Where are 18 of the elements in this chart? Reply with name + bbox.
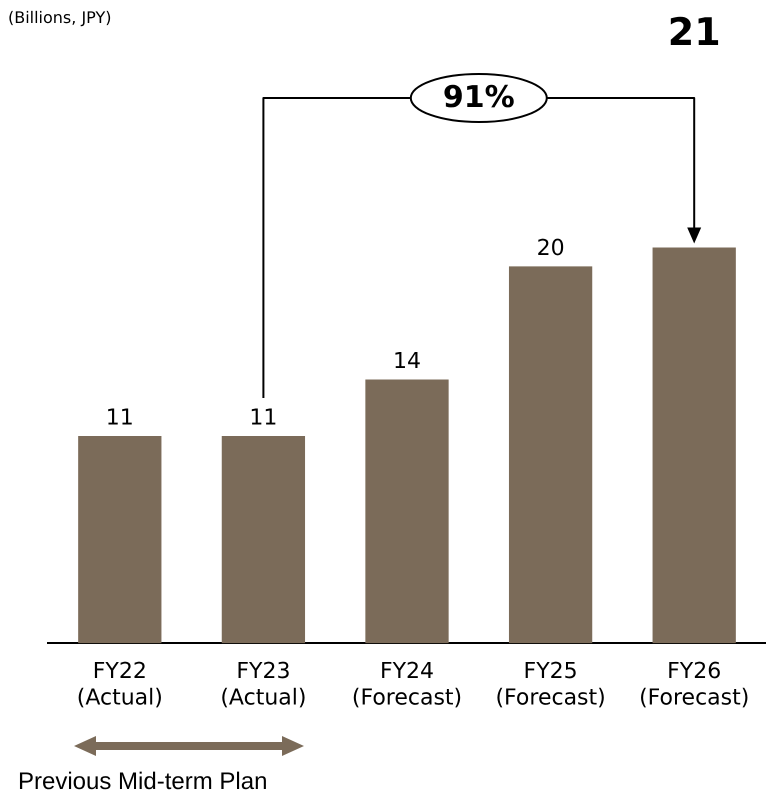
bar bbox=[508, 266, 592, 644]
x-tick-label: FY23 (Actual) bbox=[220, 659, 306, 711]
x-tick-label: FY26 (Forecast) bbox=[639, 659, 750, 711]
data-label: 14 bbox=[393, 349, 421, 374]
text: Previous Mid-term Plan bbox=[18, 768, 268, 796]
text: (Billions, JPY) bbox=[8, 8, 112, 27]
text: 21 bbox=[668, 10, 721, 54]
x-tick-label: FY24 (Forecast) bbox=[352, 659, 462, 711]
bar bbox=[78, 436, 162, 644]
data-label: 11 bbox=[249, 406, 278, 431]
text: 91% bbox=[442, 80, 515, 115]
bar bbox=[222, 436, 306, 644]
data-label: 20 bbox=[536, 236, 565, 262]
x-tick-label: FY22 (Actual) bbox=[76, 659, 163, 711]
bar bbox=[365, 379, 449, 644]
x-tick-label: FY25 (Forecast) bbox=[495, 659, 606, 711]
bar bbox=[652, 248, 736, 644]
data-label: 11 bbox=[106, 406, 134, 431]
